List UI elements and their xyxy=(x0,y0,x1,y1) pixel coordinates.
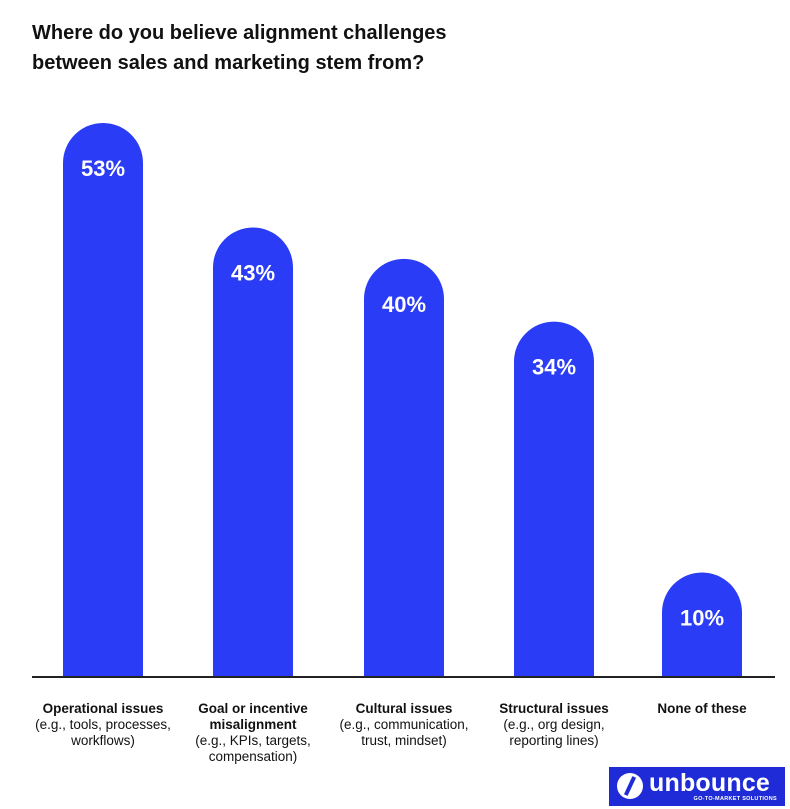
chart-title-line-2: between sales and marketing stem from? xyxy=(32,52,425,74)
category-name: Cultural issues xyxy=(355,701,453,716)
category-label-5: None of these xyxy=(627,701,777,717)
category-example: reporting lines) xyxy=(509,733,599,748)
category-name: None of these xyxy=(657,701,747,716)
value-label-2: 43% xyxy=(231,261,275,286)
unbounce-mark-icon xyxy=(617,773,643,799)
value-label-1: 53% xyxy=(81,156,125,181)
category-name: Structural issues xyxy=(499,701,609,716)
category-example: (e.g., KPIs, targets, xyxy=(195,733,311,748)
category-label-4: Structural issues (e.g., org design, repor… xyxy=(479,701,629,749)
category-name: misalignment xyxy=(209,717,297,732)
bar-2 xyxy=(213,227,293,677)
category-example: (e.g., tools, processes, xyxy=(35,717,171,732)
bar-4 xyxy=(514,321,594,677)
category-label-3: Cultural issues (e.g., communication, trus… xyxy=(329,701,479,749)
category-name: Goal or incentive xyxy=(198,701,308,716)
bar-3 xyxy=(364,258,444,677)
category-label-1: Operational issues (e.g., tools, processe… xyxy=(28,701,178,749)
chart-title: Where do you believe alignment challenge… xyxy=(32,18,632,78)
unbounce-logo: unbounce GO-TO-MARKET SOLUTIONS xyxy=(609,767,785,806)
value-label-5: 10% xyxy=(680,605,724,630)
category-example: trust, mindset) xyxy=(361,733,447,748)
bar-5 xyxy=(662,572,742,677)
value-label-3: 40% xyxy=(382,292,426,317)
chart-title-line-1: Where do you believe alignment challenge… xyxy=(32,22,447,44)
category-name: Operational issues xyxy=(42,701,164,716)
bar-1 xyxy=(63,123,143,677)
logo-tagline: GO-TO-MARKET SOLUTIONS xyxy=(693,796,777,802)
category-example: compensation) xyxy=(208,749,298,764)
category-label-2: Goal or incentive misalignment (e.g., KPIs… xyxy=(178,701,328,765)
category-example: (e.g., communication, xyxy=(339,717,469,732)
category-example: (e.g., org design, xyxy=(503,717,605,732)
value-label-4: 34% xyxy=(532,355,576,380)
category-example: workflows) xyxy=(71,733,135,748)
logo-wordmark: unbounce xyxy=(649,769,771,797)
